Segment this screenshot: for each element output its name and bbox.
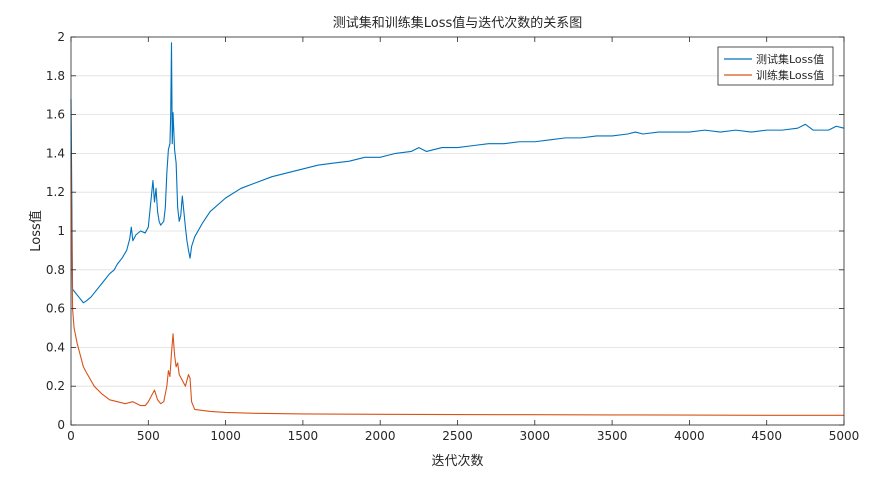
x-tick-label: 4000 <box>674 429 705 443</box>
x-tick-label: 2000 <box>365 429 396 443</box>
y-tick-label: 0.4 <box>46 340 65 354</box>
x-tick-label: 1500 <box>288 429 319 443</box>
legend: 测试集Loss值 训练集Loss值 <box>717 46 834 86</box>
y-tick-label: 1.4 <box>46 146 65 160</box>
y-tick-label: 0 <box>57 418 65 432</box>
x-tick-label: 3500 <box>597 429 628 443</box>
x-tick-label: 5000 <box>829 429 860 443</box>
ticks: 0 500 1000 1500 2000 2500 3000 3500 4000 4500 5000… <box>46 30 859 443</box>
y-tick-label: 1.8 <box>46 69 65 83</box>
y-tick-label: 1.2 <box>46 185 65 199</box>
y-tick-label: 1 <box>57 224 65 238</box>
y-tick-label: 1.6 <box>46 108 65 122</box>
y-tick-label: 0.2 <box>46 379 65 393</box>
legend-label-test: 测试集Loss值 <box>756 52 824 66</box>
legend-label-train: 训练集Loss值 <box>756 68 824 82</box>
legend-box <box>717 46 834 86</box>
chart-title: 测试集和训练集Loss值与迭代次数的关系图 <box>333 15 583 31</box>
x-tick-label: 2500 <box>442 429 473 443</box>
x-tick-label: 500 <box>137 429 160 443</box>
test-loss-line <box>70 42 845 304</box>
y-tick-label: 2 <box>57 30 65 44</box>
train-loss-line <box>70 153 844 416</box>
y-tick-label: 0.8 <box>46 263 65 277</box>
x-axis-title: 迭代次数 <box>431 453 483 469</box>
x-tick-label: 3000 <box>520 429 551 443</box>
x-tick-label: 1000 <box>210 429 241 443</box>
y-tick-label: 0.6 <box>46 302 65 316</box>
x-tick-label: 4500 <box>751 429 782 443</box>
x-tick-label: 0 <box>67 429 75 443</box>
y-axis-title: Loss值 <box>28 210 44 252</box>
series-layer <box>70 42 845 416</box>
